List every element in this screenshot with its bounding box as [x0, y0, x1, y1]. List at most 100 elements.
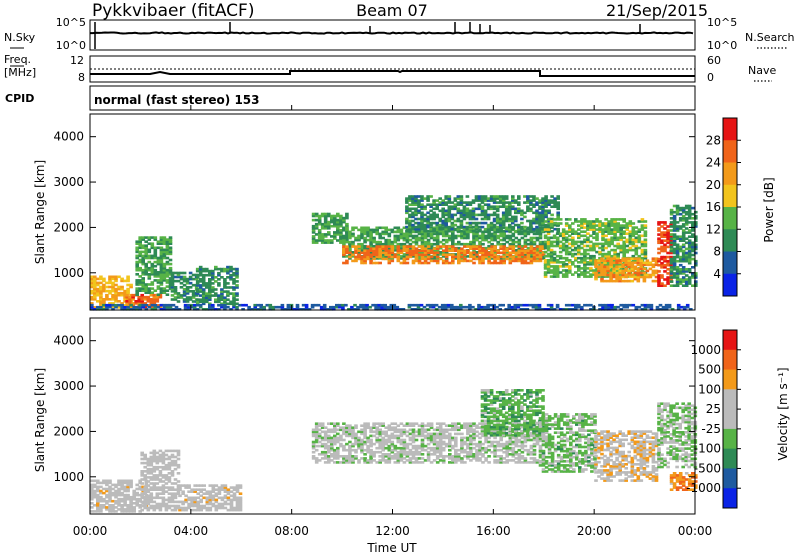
- heatmap-cell: [348, 426, 352, 429]
- heatmap-cell: [487, 257, 491, 261]
- heatmap-cell: [188, 271, 193, 275]
- heatmap-cell: [143, 457, 147, 461]
- heatmap-cell: [645, 261, 650, 265]
- heatmap-cell: [170, 455, 175, 459]
- heatmap-cell: [610, 240, 614, 244]
- heatmap-cell: [317, 233, 322, 236]
- heatmap-cell: [543, 267, 548, 270]
- heatmap-cell: [583, 240, 587, 244]
- heatmap-cell: [149, 498, 154, 502]
- heatmap-cell: [377, 305, 381, 309]
- heatmap-cell: [220, 484, 225, 487]
- heatmap-cell: [149, 451, 154, 455]
- heatmap-cell: [619, 308, 623, 311]
- heatmap-cell: [150, 303, 155, 307]
- heatmap-cell: [351, 432, 355, 436]
- heatmap-cell: [205, 496, 210, 500]
- heatmap-cell: [375, 240, 379, 244]
- heatmap-cell: [167, 506, 172, 510]
- heatmap-cell: [493, 232, 497, 236]
- heatmap-cell: [372, 230, 376, 234]
- heatmap-cell: [564, 256, 569, 260]
- heatmap-cell: [182, 300, 187, 303]
- heatmap-cell: [586, 261, 590, 264]
- heatmap-cell: [327, 430, 331, 434]
- heatmap-cell: [549, 305, 554, 309]
- heatmap-cell: [155, 494, 160, 498]
- heatmap-cell: [472, 242, 476, 246]
- heatmap-cell: [320, 438, 325, 442]
- heatmap-cell: [173, 455, 178, 459]
- heatmap-cell: [105, 285, 109, 289]
- heatmap-cell: [426, 197, 430, 200]
- heatmap-cell: [640, 224, 645, 227]
- heatmap-cell: [526, 230, 531, 234]
- heatmap-cell: [135, 260, 139, 264]
- heatmap-cell: [613, 236, 617, 240]
- heatmap-cell: [592, 226, 596, 229]
- heatmap-cell: [516, 305, 521, 309]
- heatmap-cell: [423, 255, 428, 258]
- heatmap-cell: [141, 268, 145, 272]
- heatmap-cell: [348, 255, 352, 259]
- heatmap-cell: [478, 261, 482, 265]
- heatmap-cell: [138, 258, 142, 262]
- heatmap-cell: [152, 467, 157, 471]
- heatmap-cell: [336, 450, 340, 454]
- heatmap-cell: [487, 261, 491, 265]
- heatmap-cell: [96, 485, 100, 489]
- heatmap-cell: [561, 238, 566, 242]
- heatmap-cell: [601, 234, 605, 238]
- heatmap-cell: [687, 204, 692, 208]
- heatmap-cell: [372, 455, 376, 458]
- heatmap-cell: [598, 230, 602, 233]
- heatmap-cell: [111, 298, 115, 301]
- heatmap-cell: [502, 238, 506, 242]
- heatmap-cell: [211, 276, 215, 279]
- heatmap-cell: [354, 259, 358, 263]
- heatmap-cell: [168, 268, 173, 272]
- heatmap-cell: [235, 305, 239, 309]
- heatmap-cell: [645, 273, 650, 277]
- heatmap-cell: [188, 296, 193, 299]
- heatmap-cell: [159, 279, 164, 282]
- heatmap-cell: [580, 240, 584, 244]
- heatmap-cell: [466, 236, 470, 240]
- heatmap-cell: [459, 308, 463, 311]
- heatmap-cell: [549, 269, 554, 272]
- heatmap-cell: [389, 305, 394, 309]
- heatmap-cell: [153, 308, 158, 311]
- heatmap-cell: [678, 237, 683, 240]
- heatmap-cell: [342, 245, 346, 248]
- heatmap-cell: [666, 239, 670, 242]
- heatmap-cell: [162, 252, 167, 256]
- heatmap-cell: [348, 461, 352, 464]
- heatmap-cell: [330, 235, 334, 238]
- heatmap-cell: [603, 273, 607, 277]
- heatmap-cell: [538, 255, 543, 259]
- heatmap-cell: [622, 303, 626, 307]
- heatmap-cell: [152, 488, 157, 491]
- heatmap-cell: [171, 308, 176, 311]
- heatmap-cell: [123, 487, 127, 491]
- heatmap-cell: [517, 209, 521, 213]
- heatmap-cell: [571, 230, 575, 233]
- heatmap-cell: [538, 223, 542, 227]
- heatmap-cell: [363, 251, 367, 255]
- heatmap-cell: [217, 267, 221, 271]
- heatmap-cell: [493, 249, 497, 252]
- heatmap-cell: [475, 236, 479, 240]
- heatmap-cell: [657, 251, 661, 255]
- heatmap-cell: [360, 448, 364, 452]
- heatmap-cell: [511, 259, 516, 263]
- heatmap-cell: [129, 306, 133, 309]
- heatmap-cell: [681, 243, 686, 247]
- heatmap-cell: [621, 257, 625, 260]
- heatmap-cell: [211, 308, 215, 311]
- heatmap-cell: [504, 205, 509, 208]
- heatmap-cell: [633, 265, 638, 269]
- heatmap-cell: [535, 249, 540, 252]
- heatmap-cell: [619, 250, 623, 254]
- heatmap-cell: [149, 467, 154, 471]
